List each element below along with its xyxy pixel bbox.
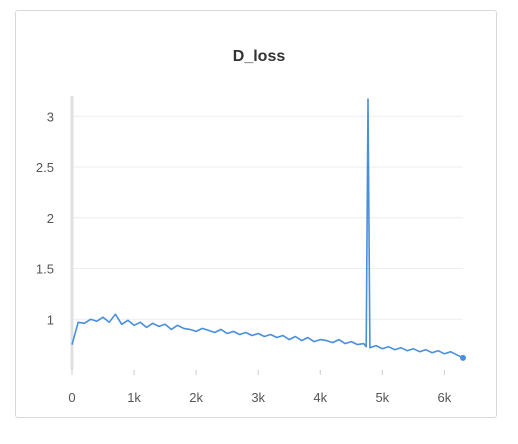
x-ticks: 0 1k 2k 3k 4k 5k 6k — [68, 370, 451, 405]
x-tick-label: 5k — [375, 390, 389, 405]
x-tick-label: 3k — [251, 390, 265, 405]
grid — [72, 116, 463, 319]
series-layer — [72, 99, 466, 361]
x-tick-label: 0 — [68, 390, 75, 405]
x-tick-label: 2k — [189, 390, 203, 405]
y-ticks: 1 1.5 2 2.5 3 — [36, 109, 54, 327]
series-end-point — [460, 355, 466, 361]
y-tick-label: 2 — [47, 211, 54, 226]
x-tick-label: 6k — [438, 390, 452, 405]
y-tick-label: 1.5 — [36, 262, 54, 277]
y-tick-label: 1 — [47, 312, 54, 327]
y-tick-label: 3 — [47, 109, 54, 124]
x-tick-label: 4k — [313, 390, 327, 405]
y-tick-label: 2.5 — [36, 160, 54, 175]
x-tick-label: 1k — [127, 390, 141, 405]
